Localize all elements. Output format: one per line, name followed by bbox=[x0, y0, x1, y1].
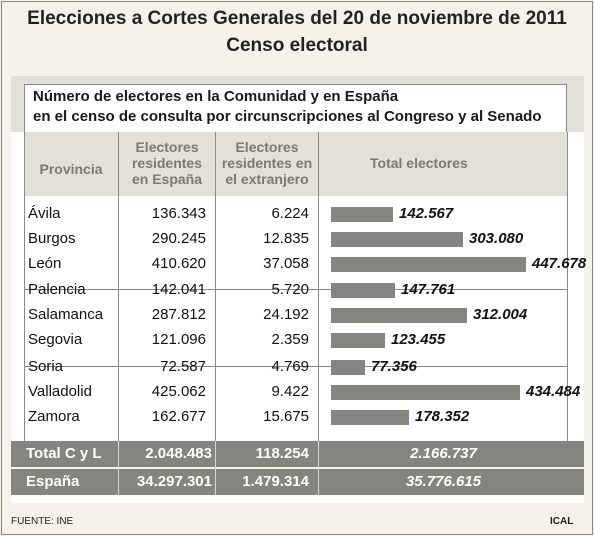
cell-extranjero: 15.675 bbox=[263, 408, 309, 425]
total-bar bbox=[331, 257, 526, 272]
cell-provincia: Valladolid bbox=[28, 383, 92, 400]
bar-value-label: 303.080 bbox=[469, 230, 524, 247]
group-divider bbox=[24, 289, 567, 290]
header-extranjero-line3: el extranjero bbox=[225, 171, 309, 187]
header-espana-line1: Electores bbox=[135, 139, 199, 155]
cell-provincia: Soria bbox=[28, 358, 64, 375]
source-note: FUENTE: INE bbox=[11, 516, 74, 527]
cell-extranjero: 37.058 bbox=[263, 255, 309, 272]
table-title-line1: Número de electores en la Comunidad y en… bbox=[33, 88, 399, 105]
credit-label: ICAL bbox=[550, 516, 574, 527]
total-bar bbox=[331, 333, 385, 348]
total-extranjero: 1.479.314 bbox=[242, 473, 309, 490]
header-total: Total electores bbox=[370, 155, 468, 171]
total-bar bbox=[331, 308, 467, 323]
header-extranjero-line1: Electores bbox=[235, 139, 299, 155]
bar-value-label: 434.484 bbox=[526, 383, 581, 400]
total-total: 35.776.615 bbox=[405, 473, 482, 490]
header-extranjero: Electores residentes en el extranjero bbox=[217, 139, 317, 187]
column-divider bbox=[318, 132, 319, 441]
cell-espana: 410.620 bbox=[151, 255, 206, 272]
total-bar bbox=[331, 207, 393, 222]
total-column-divider bbox=[215, 441, 216, 495]
header-provincia: Provincia bbox=[39, 161, 103, 177]
total-divider bbox=[11, 467, 584, 469]
header-espana-line2: residentes bbox=[131, 155, 203, 171]
cell-provincia: Segovia bbox=[28, 331, 83, 348]
bar-value-label: 312.004 bbox=[473, 306, 528, 323]
total-column-divider bbox=[118, 441, 119, 495]
total-bar bbox=[331, 410, 409, 425]
cell-provincia: Ávila bbox=[28, 205, 61, 222]
bar-value-label: 178.352 bbox=[415, 408, 470, 425]
main-subtitle: Censo electoral bbox=[226, 35, 368, 56]
cell-extranjero: 12.835 bbox=[263, 230, 309, 247]
bar-value-label: 123.455 bbox=[391, 331, 446, 348]
cell-espana: 425.062 bbox=[151, 383, 206, 400]
cell-provincia: Burgos bbox=[28, 230, 76, 247]
total-bar bbox=[331, 283, 395, 298]
header-espana: Electores residentes en España bbox=[120, 139, 214, 187]
table-header bbox=[24, 132, 567, 196]
cell-espana: 121.096 bbox=[151, 331, 206, 348]
total-column-divider bbox=[318, 441, 319, 495]
total-extranjero: 118.254 bbox=[255, 445, 309, 462]
header-extranjero-line2: residentes en bbox=[221, 155, 313, 171]
cell-extranjero: 5.720 bbox=[271, 281, 309, 298]
column-divider bbox=[118, 132, 119, 441]
total-bar bbox=[331, 232, 463, 247]
total-row bbox=[11, 469, 584, 495]
header-espana-line3: en España bbox=[131, 171, 203, 187]
panel-left-border bbox=[24, 132, 25, 441]
cell-provincia: Zamora bbox=[28, 408, 80, 425]
total-row bbox=[11, 441, 584, 467]
cell-espana: 72.587 bbox=[160, 358, 206, 375]
table-title-line2: en el censo de consulta por circunscripc… bbox=[33, 108, 542, 125]
panel-right-border bbox=[567, 132, 568, 441]
cell-extranjero: 9.422 bbox=[271, 383, 309, 400]
subtitle-box bbox=[24, 84, 567, 132]
cell-provincia: León bbox=[28, 255, 62, 272]
main-title: Elecciones a Cortes Generales del 20 de … bbox=[27, 8, 567, 29]
cell-espana: 142.041 bbox=[151, 281, 206, 298]
cell-extranjero: 4.769 bbox=[271, 358, 309, 375]
bar-value-label: 147.761 bbox=[401, 281, 456, 298]
bar-value-label: 142.567 bbox=[399, 205, 454, 222]
cell-extranjero: 6.224 bbox=[271, 205, 309, 222]
cell-provincia: Salamanca bbox=[28, 306, 104, 323]
total-bar bbox=[331, 360, 365, 375]
total-bar bbox=[331, 385, 520, 400]
total-provincia: España bbox=[26, 473, 80, 490]
total-espana: 2.048.483 bbox=[145, 445, 212, 462]
cell-espana: 287.812 bbox=[151, 306, 206, 323]
total-espana: 34.297.301 bbox=[136, 473, 212, 490]
bar-value-label: 77.356 bbox=[371, 358, 417, 375]
total-provincia: Total C y L bbox=[26, 445, 102, 462]
cell-extranjero: 2.359 bbox=[271, 331, 309, 348]
total-total: 2.166.737 bbox=[410, 445, 477, 462]
cell-espana: 162.677 bbox=[151, 408, 206, 425]
column-divider bbox=[215, 132, 216, 441]
cell-provincia: Palencia bbox=[28, 281, 86, 298]
group-divider bbox=[24, 366, 567, 367]
cell-extranjero: 24.192 bbox=[263, 306, 309, 323]
cell-espana: 136.343 bbox=[151, 205, 206, 222]
bar-value-label: 447.678 bbox=[532, 255, 587, 272]
cell-espana: 290.245 bbox=[151, 230, 206, 247]
